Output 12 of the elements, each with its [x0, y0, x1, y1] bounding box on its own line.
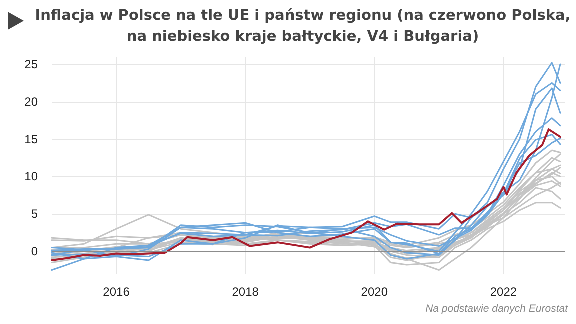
- text: Na podstawie danych Eurostat: [426, 303, 568, 315]
- y-tick-label: 20: [24, 94, 38, 109]
- y-tick-label: 10: [24, 170, 38, 184]
- x-tick-label: 2022: [490, 285, 518, 299]
- x-tick-label: 2016: [103, 285, 130, 299]
- y-tick-label: 25: [24, 57, 38, 72]
- y-tick-label: 0: [31, 244, 38, 259]
- y-tick-label: 15: [24, 132, 38, 146]
- x-tick-label: 2018: [232, 285, 260, 299]
- x-tick-label: 2020: [361, 285, 388, 299]
- y-tick-label: 5: [31, 207, 38, 222]
- chart-title: Inflacja w Polsce na tle UE i państw regionu (na czerwono Polska, na niebiesko kraje bałtyckie, V4 i Bułgaria): [34, 7, 572, 47]
